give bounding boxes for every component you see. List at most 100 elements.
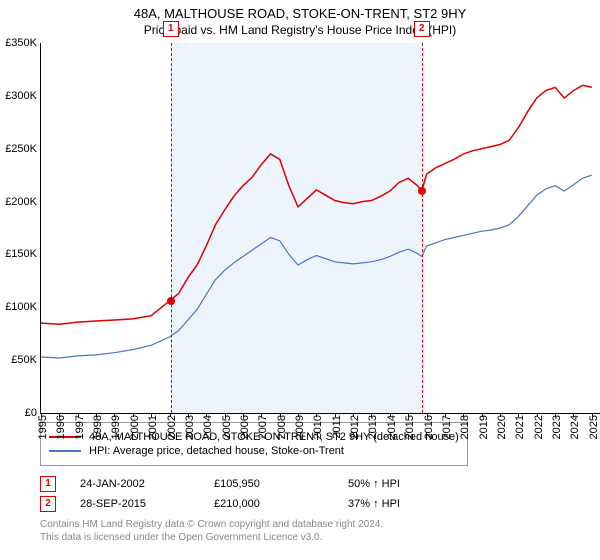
- x-tick-label: 2000: [129, 415, 141, 439]
- x-tick-label: 2004: [202, 415, 214, 439]
- x-tick: [408, 413, 409, 417]
- chart-container: 48A, MALTHOUSE ROAD, STOKE-ON-TRENT, ST2…: [0, 0, 600, 544]
- x-tick: [445, 413, 446, 417]
- x-tick: [537, 413, 538, 417]
- x-tick: [592, 413, 593, 417]
- x-tick-label: 2012: [349, 415, 361, 439]
- x-tick: [335, 413, 336, 417]
- sale-marker-vline: [171, 43, 172, 413]
- sale-row-badge: 2: [40, 496, 56, 512]
- sale-row-date: 28-SEP-2015: [80, 498, 190, 510]
- sale-row-pct: 50% ↑ HPI: [348, 478, 400, 490]
- x-tick: [114, 413, 115, 417]
- x-tick: [133, 413, 134, 417]
- sale-marker-vline: [422, 43, 423, 413]
- x-tick: [261, 413, 262, 417]
- x-tick: [518, 413, 519, 417]
- x-tick-label: 2009: [294, 415, 306, 439]
- x-tick-label: 2008: [276, 415, 288, 439]
- x-tick-label: 1995: [37, 415, 49, 439]
- x-tick: [280, 413, 281, 417]
- x-tick-label: 2001: [147, 415, 159, 439]
- x-tick: [427, 413, 428, 417]
- y-tick-label: £150K: [5, 248, 37, 260]
- sale-markers-table: 1 24-JAN-2002 £105,950 50% ↑ HPI 2 28-SEP-201…: [40, 476, 588, 512]
- x-tick: [243, 413, 244, 417]
- x-tick-label: 1997: [74, 415, 86, 439]
- footer-line-2: This data is licensed under the Open Gov…: [40, 531, 588, 544]
- x-tick: [151, 413, 152, 417]
- x-tick-label: 1996: [55, 415, 67, 439]
- sale-row: 2 28-SEP-2015 £210,000 37% ↑ HPI: [40, 496, 588, 512]
- sale-row-pct: 37% ↑ HPI: [348, 498, 400, 510]
- x-tick: [555, 413, 556, 417]
- x-tick-label: 2007: [257, 415, 269, 439]
- x-tick: [573, 413, 574, 417]
- x-tick-label: 2024: [569, 415, 581, 439]
- x-tick-label: 2002: [166, 415, 178, 439]
- x-tick: [500, 413, 501, 417]
- series-line: [41, 85, 592, 324]
- sale-marker-badge: 2: [414, 21, 430, 37]
- chart-title: 48A, MALTHOUSE ROAD, STOKE-ON-TRENT, ST2…: [0, 0, 600, 21]
- x-tick: [390, 413, 391, 417]
- x-tick: [59, 413, 60, 417]
- legend-item: HPI: Average price, detached house, Stok…: [49, 445, 459, 457]
- y-tick-label: £200K: [5, 196, 37, 208]
- footer-attribution: Contains HM Land Registry data © Crown c…: [40, 518, 588, 544]
- plot-area: £0£50K£100K£150K£200K£250K£300K£350K1995…: [40, 43, 600, 414]
- x-tick-label: 2020: [496, 415, 508, 439]
- sale-row-date: 24-JAN-2002: [80, 478, 190, 490]
- x-tick: [316, 413, 317, 417]
- sale-row-price: £105,950: [214, 478, 324, 490]
- x-tick: [463, 413, 464, 417]
- x-tick: [353, 413, 354, 417]
- x-tick-label: 2021: [514, 415, 526, 439]
- legend-swatch: [49, 450, 81, 452]
- x-tick-label: 2006: [239, 415, 251, 439]
- sale-marker-badge: 1: [163, 21, 179, 37]
- line-series-svg: [41, 43, 600, 413]
- x-tick: [41, 413, 42, 417]
- y-tick-label: £300K: [5, 90, 37, 102]
- x-tick-label: 2018: [459, 415, 471, 439]
- footer-line-1: Contains HM Land Registry data © Crown c…: [40, 518, 588, 531]
- x-tick-label: 2023: [551, 415, 563, 439]
- series-line: [41, 175, 592, 358]
- x-tick: [96, 413, 97, 417]
- x-tick: [206, 413, 207, 417]
- x-tick: [188, 413, 189, 417]
- y-tick-label: £0: [25, 407, 37, 419]
- chart-subtitle: Price paid vs. HM Land Registry's House …: [0, 21, 600, 43]
- sale-row-price: £210,000: [214, 498, 324, 510]
- x-tick-label: 2013: [367, 415, 379, 439]
- x-tick: [298, 413, 299, 417]
- x-tick-label: 2014: [386, 415, 398, 439]
- sale-marker-dot: [167, 297, 175, 305]
- x-tick-label: 2025: [588, 415, 600, 439]
- x-tick: [371, 413, 372, 417]
- x-tick-label: 2015: [404, 415, 416, 439]
- x-tick-label: 2017: [441, 415, 453, 439]
- x-tick: [225, 413, 226, 417]
- y-tick-label: £50K: [11, 354, 37, 366]
- x-tick-label: 2019: [478, 415, 490, 439]
- y-tick-label: £250K: [5, 143, 37, 155]
- x-tick-label: 2016: [423, 415, 435, 439]
- x-tick-label: 1998: [92, 415, 104, 439]
- x-tick-label: 2005: [221, 415, 233, 439]
- sale-row: 1 24-JAN-2002 £105,950 50% ↑ HPI: [40, 476, 588, 492]
- y-tick-label: £350K: [5, 37, 37, 49]
- x-tick-label: 2010: [312, 415, 324, 439]
- x-tick: [78, 413, 79, 417]
- x-tick: [482, 413, 483, 417]
- legend-label: HPI: Average price, detached house, Stok…: [89, 445, 344, 457]
- y-tick-label: £100K: [5, 301, 37, 313]
- x-tick-label: 2022: [533, 415, 545, 439]
- x-tick-label: 2011: [331, 415, 343, 439]
- x-tick-label: 1999: [110, 415, 122, 439]
- sale-marker-dot: [418, 187, 426, 195]
- x-tick: [170, 413, 171, 417]
- x-tick-label: 2003: [184, 415, 196, 439]
- sale-row-badge: 1: [40, 476, 56, 492]
